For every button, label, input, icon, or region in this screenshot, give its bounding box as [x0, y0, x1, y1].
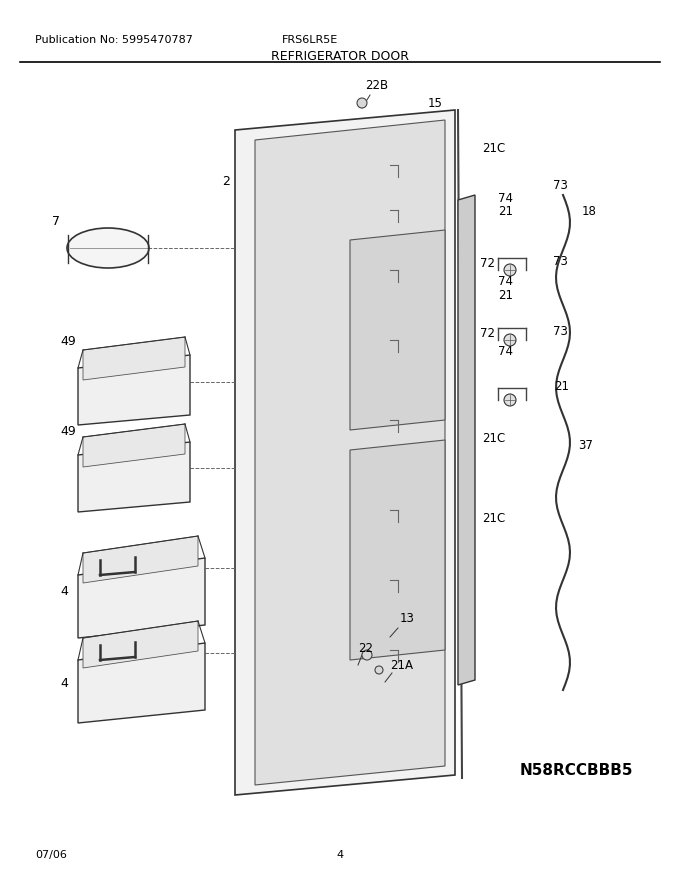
Circle shape — [375, 666, 383, 674]
Text: 74: 74 — [498, 275, 513, 288]
Text: 13: 13 — [400, 612, 415, 625]
Polygon shape — [255, 120, 445, 785]
Polygon shape — [78, 643, 205, 723]
Text: 72: 72 — [480, 257, 495, 270]
Text: 74: 74 — [498, 192, 513, 205]
Text: 37: 37 — [578, 439, 593, 452]
Polygon shape — [83, 424, 185, 467]
Text: 2: 2 — [222, 175, 230, 188]
Text: FRS6LR5E: FRS6LR5E — [282, 35, 338, 45]
Polygon shape — [350, 230, 445, 430]
Text: 73: 73 — [553, 255, 568, 268]
Text: 74: 74 — [498, 345, 513, 358]
Text: 49: 49 — [60, 425, 75, 438]
Text: 22: 22 — [358, 642, 373, 655]
Circle shape — [357, 98, 367, 108]
Text: 15: 15 — [428, 97, 443, 110]
Polygon shape — [78, 558, 205, 638]
Circle shape — [504, 394, 516, 406]
Text: 73: 73 — [553, 179, 568, 192]
Circle shape — [362, 650, 372, 660]
Text: 21: 21 — [498, 289, 513, 302]
Polygon shape — [350, 440, 445, 660]
Text: 4: 4 — [60, 585, 68, 598]
Text: 21: 21 — [554, 380, 569, 393]
Text: 22B: 22B — [365, 79, 388, 92]
Text: REFRIGERATOR DOOR: REFRIGERATOR DOOR — [271, 50, 409, 63]
Text: 18: 18 — [582, 205, 597, 218]
Polygon shape — [78, 355, 190, 425]
Text: 72: 72 — [480, 327, 495, 340]
Text: 4: 4 — [337, 850, 343, 860]
Text: 49: 49 — [60, 335, 75, 348]
Polygon shape — [235, 110, 455, 795]
Text: 21A: 21A — [390, 659, 413, 672]
Text: 21: 21 — [498, 205, 513, 218]
Text: 21C: 21C — [482, 142, 505, 155]
Circle shape — [504, 264, 516, 276]
Circle shape — [504, 334, 516, 346]
Text: 73: 73 — [553, 325, 568, 338]
Text: 21C: 21C — [482, 432, 505, 445]
Polygon shape — [83, 621, 198, 668]
Polygon shape — [83, 337, 185, 380]
Text: 07/06: 07/06 — [35, 850, 67, 860]
Polygon shape — [78, 442, 190, 512]
Text: 21C: 21C — [482, 512, 505, 525]
Ellipse shape — [67, 228, 149, 268]
Polygon shape — [458, 195, 475, 685]
Polygon shape — [83, 536, 198, 583]
Text: N58RCCBBB5: N58RCCBBB5 — [520, 763, 634, 778]
Text: 7: 7 — [52, 215, 60, 228]
Text: Publication No: 5995470787: Publication No: 5995470787 — [35, 35, 193, 45]
Text: 4: 4 — [60, 677, 68, 690]
